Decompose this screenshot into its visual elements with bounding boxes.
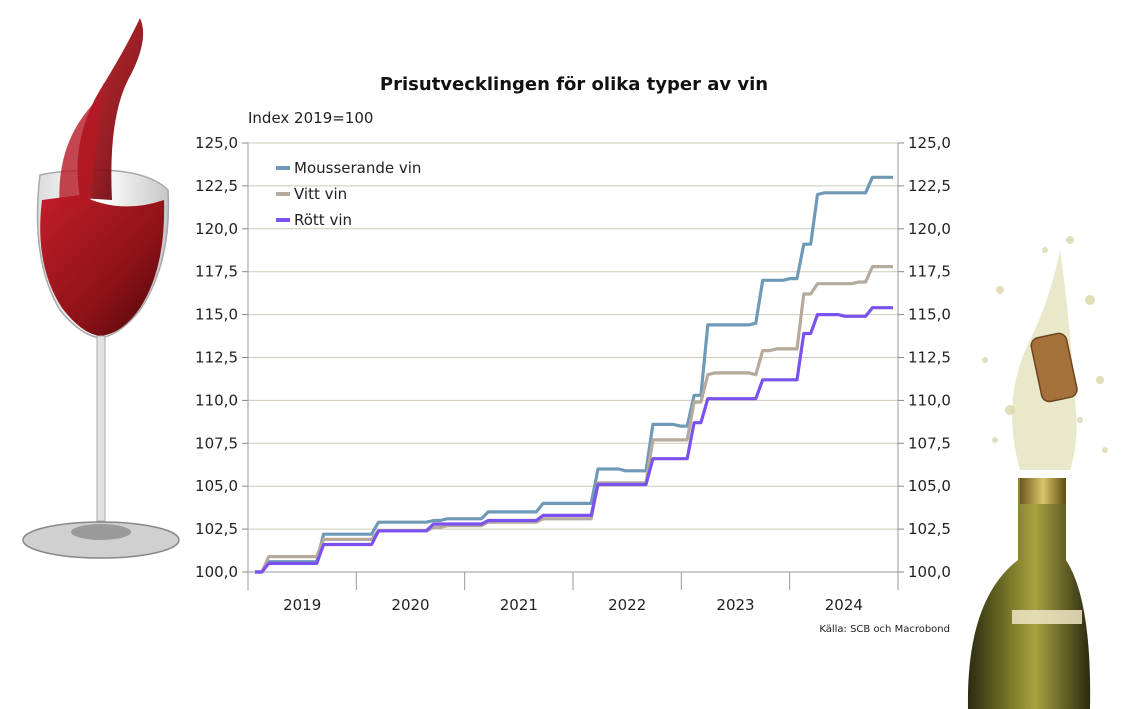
y-tick-label: 105,0 — [908, 477, 951, 495]
series-line-0 — [255, 175, 893, 574]
y-tick-label: 115,0 — [195, 306, 238, 324]
y-axis-right: 100,0 102,5 105,0 107,5 110,0 112,5 115,0 117,5… — [908, 134, 951, 581]
legend-label: Vitt vin — [294, 185, 347, 203]
source-note: Källa: SCB och Macrobond — [819, 624, 950, 635]
y-tick-label: 107,5 — [908, 434, 951, 452]
gridlines — [242, 142, 904, 573]
y-tick-label: 122,5 — [908, 177, 951, 195]
x-tick-label: 2020 — [391, 596, 429, 614]
red-wine-glass-icon — [22, 18, 180, 559]
x-tick-label: 2023 — [716, 596, 754, 614]
y-tick-label: 105,0 — [195, 477, 238, 495]
y-tick-label: 125,0 — [908, 134, 951, 152]
y-tick-label: 122,5 — [195, 177, 238, 195]
x-tick-label: 2024 — [825, 596, 863, 614]
y-axis-left: 100,0 102,5 105,0 107,5 110,0 112,5 115,0 117,5… — [195, 134, 238, 581]
y-tick-label: 100,0 — [195, 563, 238, 581]
y-tick-label: 107,5 — [195, 434, 238, 452]
y-tick-label: 125,0 — [195, 134, 238, 152]
champagne-bottle-icon — [967, 236, 1108, 709]
y-tick-label: 112,5 — [908, 349, 951, 367]
x-tick-label: 2021 — [500, 596, 538, 614]
y-axis-unit-label: Index 2019=100 — [248, 109, 373, 127]
y-tick-label: 100,0 — [908, 563, 951, 581]
chart-title: Prisutvecklingen för olika typer av vin — [380, 74, 768, 95]
series-lines — [255, 175, 893, 574]
y-tick-label: 110,0 — [908, 391, 951, 409]
y-tick-label: 102,5 — [195, 520, 238, 538]
y-tick-label: 115,0 — [908, 306, 951, 324]
x-tick-label: 2022 — [608, 596, 646, 614]
x-axis: 2019 2020 2021 2022 2023 2024 — [247, 572, 899, 614]
y-tick-label: 112,5 — [195, 349, 238, 367]
y-tick-label: 110,0 — [195, 391, 238, 409]
y-tick-label: 102,5 — [908, 520, 951, 538]
y-tick-label: 120,0 — [195, 220, 238, 238]
series-line-1 — [255, 265, 893, 574]
legend-label: Mousserande vin — [294, 159, 421, 177]
series-line-2 — [255, 306, 893, 574]
legend: Mousserande vin Vitt vin Rött vin — [276, 159, 421, 229]
y-tick-label: 117,5 — [908, 263, 951, 281]
y-tick-label: 117,5 — [195, 263, 238, 281]
y-tick-label: 120,0 — [908, 220, 951, 238]
legend-label: Rött vin — [294, 211, 352, 229]
x-tick-label: 2019 — [283, 596, 321, 614]
